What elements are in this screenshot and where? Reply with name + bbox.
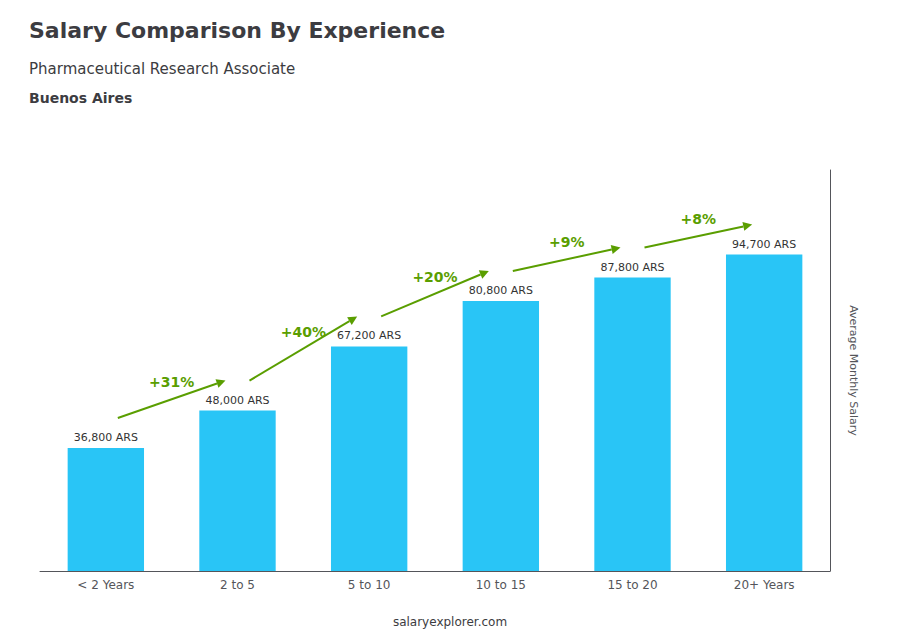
svg-text:+20%: +20% <box>412 269 457 285</box>
svg-text:80,800 ARS: 80,800 ARS <box>469 284 533 297</box>
svg-text:Salary Comparison By Experienc: Salary Comparison By Experience <box>29 18 445 43</box>
svg-text:94,700 ARS: 94,700 ARS <box>732 238 796 251</box>
svg-text:Average Monthly Salary: Average Monthly Salary <box>847 305 860 436</box>
svg-text:salaryexplorer.com: salaryexplorer.com <box>393 615 507 629</box>
svg-text:2 to 5: 2 to 5 <box>220 578 255 592</box>
svg-text:10 to 15: 10 to 15 <box>476 578 526 592</box>
svg-text:< 2 Years: < 2 Years <box>77 578 134 592</box>
svg-text:Buenos Aires: Buenos Aires <box>29 90 132 106</box>
svg-text:15 to 20: 15 to 20 <box>607 578 657 592</box>
svg-text:+9%: +9% <box>549 234 585 250</box>
svg-text:20+ Years: 20+ Years <box>734 578 795 592</box>
svg-text:67,200 ARS: 67,200 ARS <box>337 329 401 342</box>
svg-text:5 to 10: 5 to 10 <box>348 578 391 592</box>
svg-text:+40%: +40% <box>281 324 326 340</box>
svg-text:36,800 ARS: 36,800 ARS <box>74 431 138 444</box>
svg-text:+31%: +31% <box>149 374 194 390</box>
svg-text:Pharmaceutical Research Associ: Pharmaceutical Research Associate <box>29 60 295 78</box>
svg-text:+8%: +8% <box>681 211 717 227</box>
svg-text:87,800 ARS: 87,800 ARS <box>600 261 664 274</box>
svg-text:48,000 ARS: 48,000 ARS <box>205 394 269 407</box>
